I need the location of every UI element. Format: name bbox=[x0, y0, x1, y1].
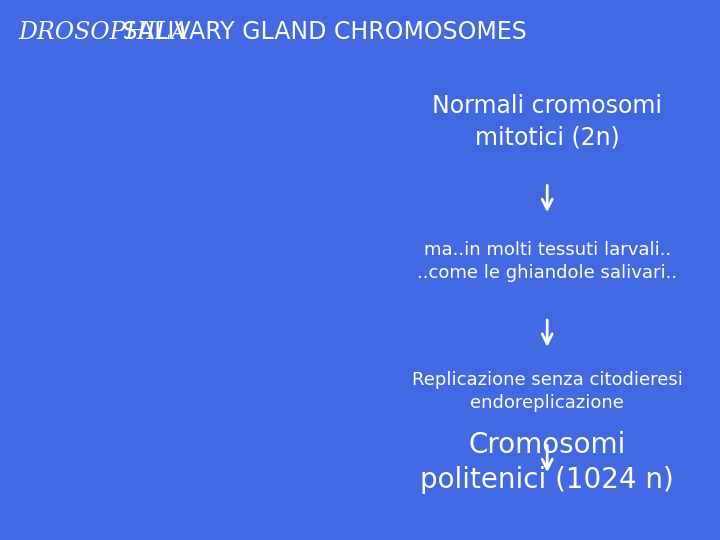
Text: DROSOPHILA: DROSOPHILA bbox=[18, 21, 188, 44]
Text: ma..in molti tessuti larvali..
..come le ghiandole salivari..: ma..in molti tessuti larvali.. ..come le… bbox=[417, 241, 678, 282]
Text: Replicazione senza citodieresi
endoreplicazione: Replicazione senza citodieresi endorepli… bbox=[412, 370, 683, 413]
Text: Cromosomi
politenici (1024 n): Cromosomi politenici (1024 n) bbox=[420, 431, 674, 494]
Text: SALIVARY GLAND CHROMOSOMES: SALIVARY GLAND CHROMOSOMES bbox=[115, 21, 527, 44]
Text: Normali cromosomi
mitotici (2n): Normali cromosomi mitotici (2n) bbox=[432, 94, 662, 150]
